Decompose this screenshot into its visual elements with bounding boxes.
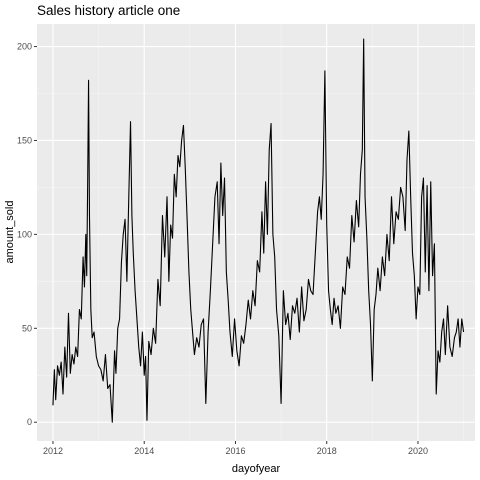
y-tick-label: 100 <box>17 229 32 239</box>
y-tick-label: 50 <box>22 323 32 333</box>
y-axis: 0 50 100 150 200 <box>17 42 37 427</box>
minor-gridlines <box>37 24 475 441</box>
x-axis: 2012 2014 2016 2018 2020 <box>43 441 428 456</box>
x-tick-label: 2016 <box>225 446 245 456</box>
y-axis-title: amount_sold <box>4 201 16 264</box>
x-axis-title: dayofyear <box>232 463 281 475</box>
major-gridlines <box>37 24 475 441</box>
x-tick-label: 2020 <box>408 446 428 456</box>
y-tick-label: 200 <box>17 42 32 52</box>
chart-title: Sales history article one <box>37 3 180 18</box>
y-tick-label: 0 <box>27 417 32 427</box>
x-tick-label: 2018 <box>317 446 337 456</box>
y-tick-label: 150 <box>17 135 32 145</box>
x-tick-label: 2012 <box>43 446 63 456</box>
x-tick-label: 2014 <box>134 446 154 456</box>
sales-series-line <box>52 38 465 423</box>
